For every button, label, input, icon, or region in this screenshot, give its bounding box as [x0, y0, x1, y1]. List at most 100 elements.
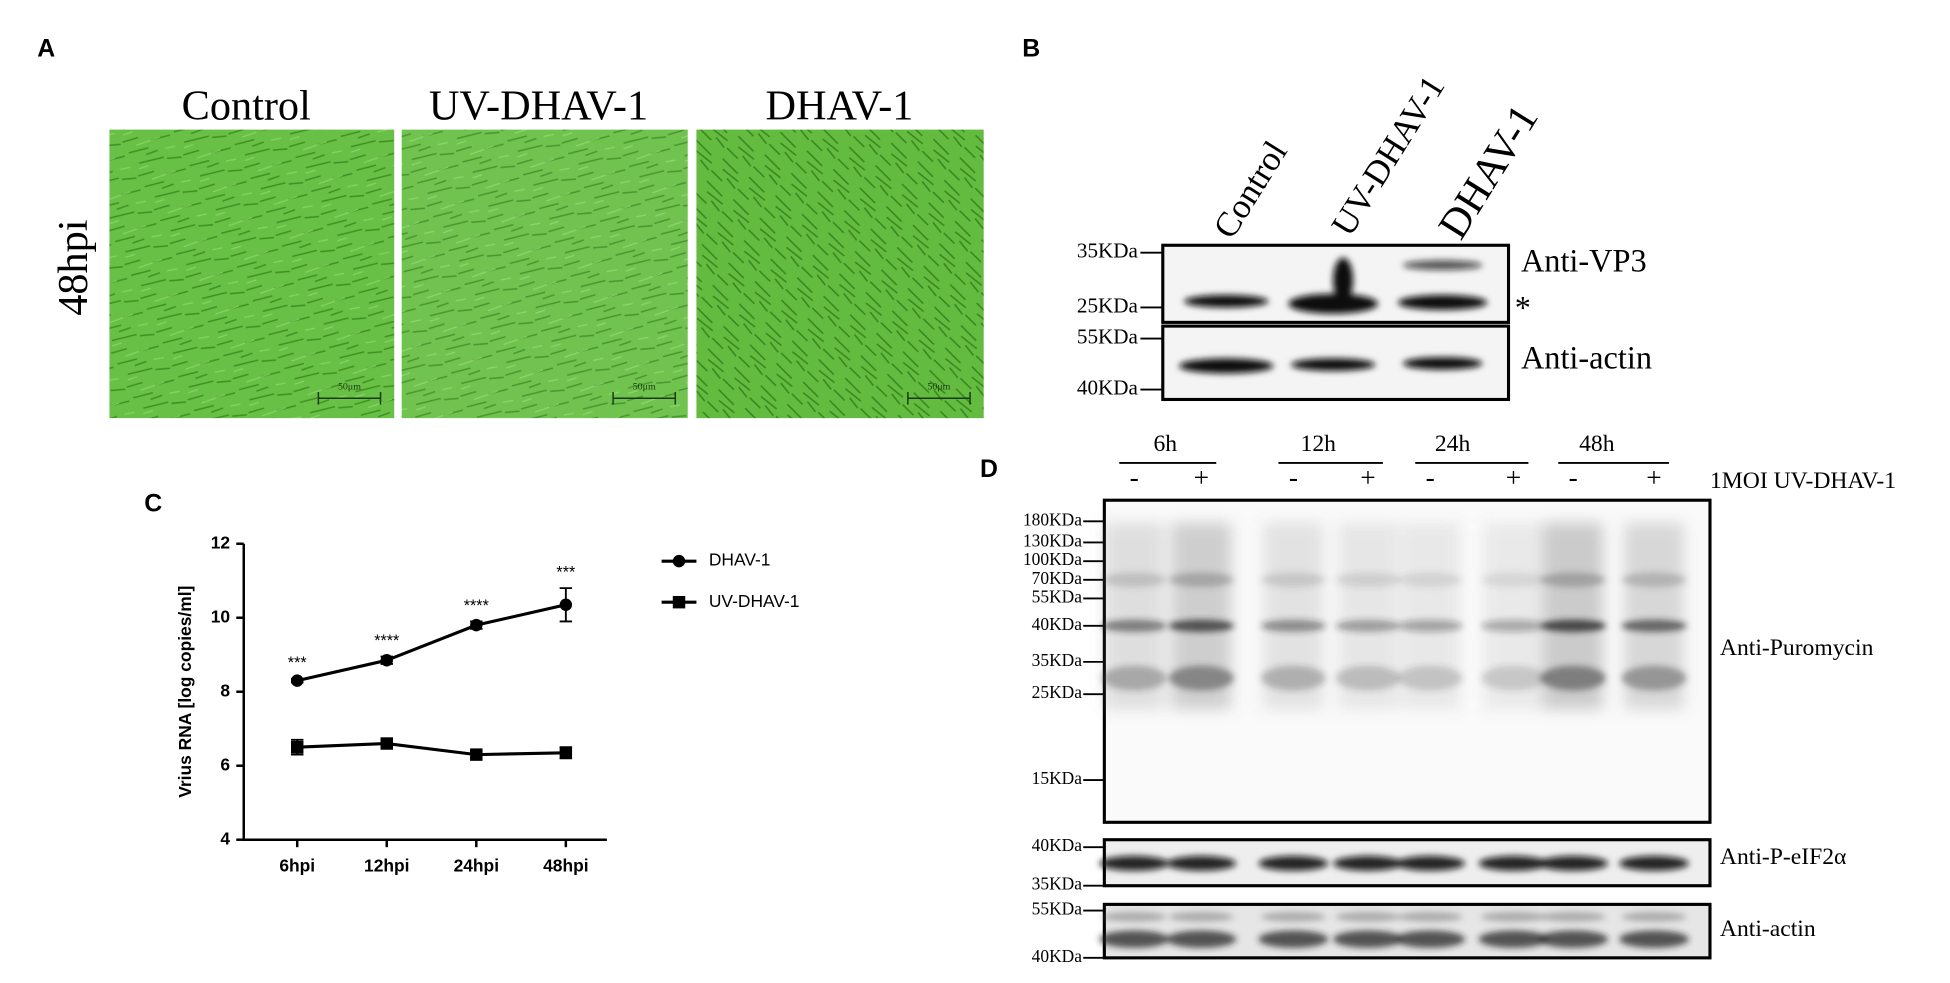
band: [1621, 911, 1687, 922]
marker-label: 180KDa: [1023, 509, 1082, 529]
band: [1258, 930, 1329, 948]
treatment-label: 1MOI UV-DHAV-1: [1710, 468, 1896, 494]
scale-bar-label: 50μm: [927, 381, 950, 392]
data-point: [380, 654, 393, 667]
antibody-label: Anti-Puromycin: [1720, 635, 1874, 661]
marker-label: 35KDa: [1077, 239, 1139, 263]
band: [1478, 855, 1549, 871]
antibody-label: Anti-VP3: [1521, 242, 1647, 278]
marker-label: 40KDa: [1032, 614, 1083, 634]
smear: [1400, 522, 1461, 710]
lane-label: DHAV-1: [1429, 97, 1547, 247]
timepoint-label: 6h: [1153, 431, 1177, 457]
column-label: DHAV-1: [765, 82, 913, 129]
band: [1397, 911, 1463, 922]
marker-ticks: [1140, 251, 1163, 391]
smear: [1263, 522, 1324, 710]
marker-label: 40KDa: [1032, 946, 1083, 966]
panel-d: D 1MOI UV-DHAV-1 Anti-Puromycin Anti-P-e…: [980, 431, 1896, 966]
marker-label: 40KDa: [1032, 835, 1083, 855]
band: [1538, 855, 1609, 871]
smear: [1624, 522, 1684, 710]
timepoint-label: 24h: [1435, 431, 1471, 457]
antibody-label: Anti-actin: [1720, 916, 1816, 942]
smear: [1483, 522, 1544, 710]
band: [1099, 855, 1170, 871]
sign-label: -: [1289, 463, 1298, 493]
scale-bar-label: 50μm: [338, 381, 361, 392]
scale-bars: [317, 392, 971, 405]
sign-label: +: [1360, 463, 1375, 493]
smear: [1338, 522, 1398, 710]
band: [1258, 855, 1329, 871]
panel-label: A: [37, 35, 55, 63]
band: [1101, 911, 1167, 922]
significance-label: ***: [556, 563, 576, 581]
x-tick-label: 6hpi: [279, 856, 315, 876]
x-tick-label: 24hpi: [454, 856, 499, 876]
band: [1395, 930, 1465, 948]
marker-label: 55KDa: [1032, 586, 1083, 606]
timepoint-label: 48h: [1579, 431, 1615, 457]
panel-label: C: [144, 490, 162, 518]
sign-label: +: [1646, 463, 1661, 493]
marker-label: 25KDa: [1077, 293, 1139, 317]
column-label: Control: [182, 82, 311, 129]
sign-label: -: [1130, 463, 1139, 493]
panel-c: C Vrius RNA [log copies/ml] 4 6 8 10 12 6hpi 1…: [144, 490, 799, 876]
antibody-label: Anti-P-eIF2α: [1720, 844, 1846, 870]
band: [1619, 855, 1689, 871]
band: [1538, 930, 1609, 948]
significance-label: ***: [288, 654, 308, 672]
data-point: [470, 748, 483, 761]
band: [1166, 855, 1237, 871]
band: [1481, 911, 1546, 922]
row-label: 48hpi: [50, 220, 97, 316]
data-point: [559, 598, 573, 611]
band: [1166, 930, 1237, 948]
marker-label: 25KDa: [1032, 682, 1083, 702]
y-axis-label: Vrius RNA [log copies/ml]: [175, 586, 195, 798]
micrograph: [696, 129, 984, 419]
smear: [1543, 522, 1604, 710]
column-label: UV-DHAV-1: [429, 82, 648, 129]
band: [1478, 930, 1549, 948]
smear: [1171, 522, 1232, 710]
x-tick-label: 12hpi: [364, 856, 409, 876]
sign-label: +: [1506, 463, 1521, 493]
micrograph: [401, 129, 688, 419]
marker-label: 55KDa: [1032, 899, 1083, 919]
y-tick-label: 8: [220, 680, 230, 700]
band: [1395, 855, 1465, 871]
marker-label: 130KDa: [1023, 530, 1082, 550]
y-tick-label: 4: [220, 828, 230, 848]
sign-label: -: [1426, 463, 1435, 493]
band: [1619, 930, 1689, 948]
asterisk: *: [1515, 290, 1531, 326]
band: [1540, 911, 1606, 922]
lane-label: Control: [1205, 134, 1294, 245]
antibody-label: Anti-actin: [1521, 339, 1652, 375]
legend-marker: [672, 554, 686, 568]
marker-label: 15KDa: [1032, 768, 1083, 788]
data-point: [470, 618, 483, 632]
band: [1261, 911, 1326, 922]
band: [1099, 930, 1170, 948]
panel-label: B: [1022, 35, 1040, 63]
data-line: [296, 603, 567, 683]
timepoint-label: 12h: [1301, 431, 1337, 457]
data-point: [291, 674, 304, 687]
marker-label: 35KDa: [1032, 874, 1083, 894]
x-tick-label: 48hpi: [543, 856, 588, 876]
smears: [1104, 522, 1684, 710]
y-tick-label: 10: [211, 606, 230, 626]
significance-label: ****: [374, 632, 400, 650]
legend-label: UV-DHAV-1: [709, 591, 800, 611]
band: [1335, 911, 1401, 922]
marker-label: 100KDa: [1023, 549, 1082, 569]
band: [1169, 911, 1234, 922]
data-point: [559, 746, 573, 759]
marker-label: 55KDa: [1077, 324, 1139, 348]
scale-bar-label: 50μm: [633, 381, 656, 392]
